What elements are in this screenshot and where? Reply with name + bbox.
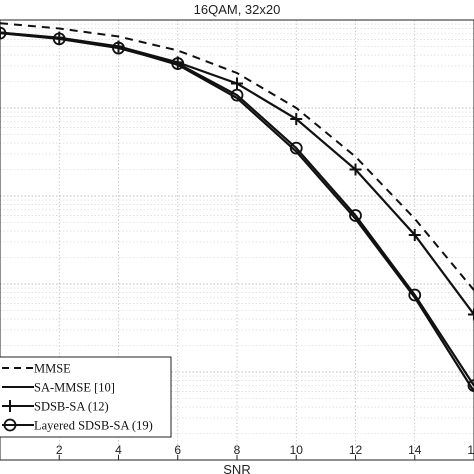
legend-item-0: MMSE [2,362,71,376]
series-layer [0,22,474,393]
plus-marker [231,77,243,90]
series-3 [0,26,474,393]
x-tick-label: 6 [174,443,181,457]
x-tick-label: 16 [467,443,474,457]
plus-marker [408,229,421,242]
plus-marker [468,308,474,321]
plus-marker [349,163,362,176]
legend-item-1: SA-MMSE [10] [2,381,115,395]
circle-marker [349,209,362,222]
chart-title: 16QAM, 32x20 [194,2,281,17]
circle-marker [112,41,125,55]
x-tick-label: 4 [115,443,122,457]
series-line [0,32,474,387]
x-tick-label: 14 [408,443,422,457]
series-2 [0,26,474,321]
circle-marker [171,57,185,70]
circle-marker [408,288,422,302]
legend-label: MMSE [34,362,71,376]
circle-marker [230,88,244,102]
x-tick-label: 10 [290,443,304,457]
legend-item-2: SDSB-SA (12) [2,400,109,414]
x-tick-label: 8 [234,443,241,457]
legend-label: SA-MMSE [10] [34,381,115,395]
circle-marker [0,26,7,40]
plus-marker [4,400,16,412]
circle-marker [52,32,66,46]
circle-marker [3,418,17,432]
series-0 [0,22,474,291]
x-tick-label: 12 [349,443,363,457]
legend-label: Layered SDSB-SA (19) [34,419,153,433]
x-axis-label: SNR [223,462,250,474]
legend-item-3: Layered SDSB-SA (19) [2,419,153,433]
series-line [0,22,474,291]
circle-marker [467,379,474,393]
x-tick-label: 2 [56,443,63,457]
legend-box [0,356,172,438]
circle-marker [289,141,303,155]
legend: MMSE SA-MMSE [10] SDSB-SA (12) Layered SDSB… [0,356,172,438]
x-tick-labels: 2 4 6 8 10 12 14 16 [56,443,474,460]
plus-marker [290,112,303,125]
legend-label: SDSB-SA (12) [34,400,109,414]
